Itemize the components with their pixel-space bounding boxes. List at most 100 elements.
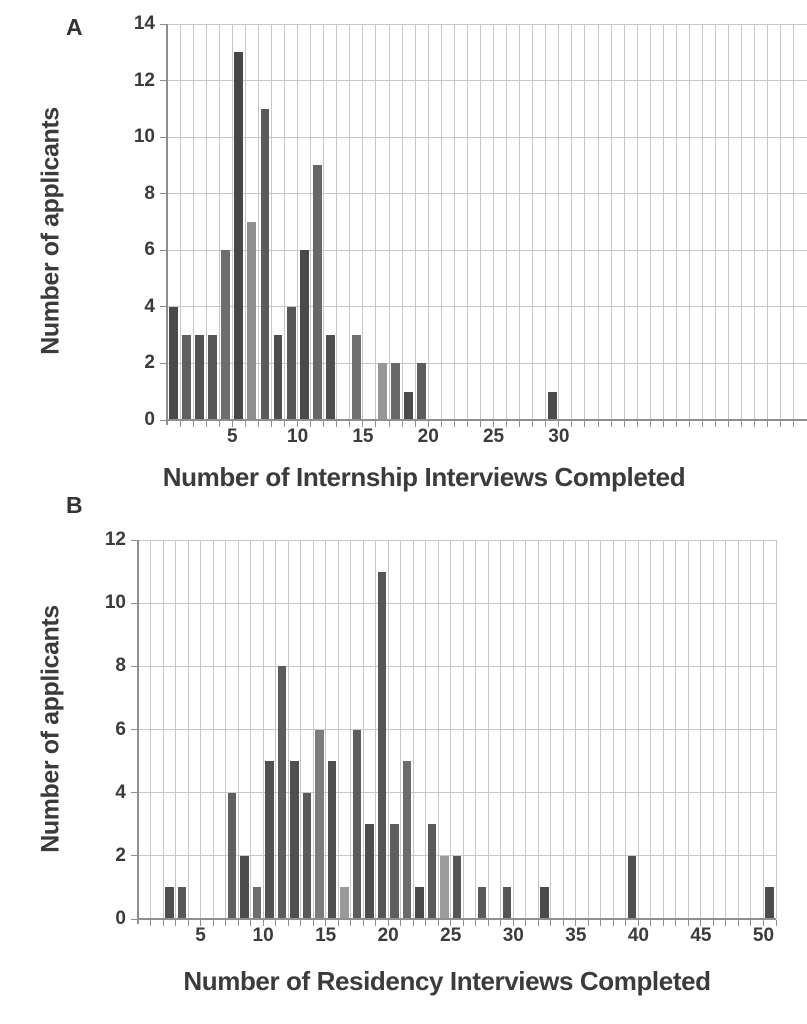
y-tick-mark [131, 792, 137, 794]
x-tick-mark [192, 421, 194, 427]
x-gridline [754, 24, 756, 420]
x-tick-mark [712, 920, 714, 926]
x-tick-mark [450, 920, 452, 926]
y-gridline [138, 665, 776, 667]
bar-x15 [351, 335, 361, 420]
bar-x40 [627, 855, 637, 919]
y-tick-label: 8 [115, 655, 126, 677]
x-tick-mark [150, 920, 151, 926]
x-tick-mark [187, 920, 189, 926]
x-tick-mark [525, 920, 527, 926]
x-gridline [414, 24, 416, 420]
x-gridline [688, 24, 690, 420]
y-gridline [167, 362, 807, 364]
x-gridline [775, 540, 777, 919]
bar-x7 [247, 222, 257, 420]
x-tick-mark [571, 421, 573, 427]
x-tick-mark [231, 421, 233, 427]
bar-x33 [540, 887, 549, 919]
x-tick-label: 20 [377, 925, 399, 946]
x-tick-mark [479, 421, 481, 427]
x-gridline [506, 24, 508, 420]
bar-x3 [195, 335, 205, 420]
x-tick-mark [257, 421, 259, 427]
x-tick-mark [623, 421, 625, 427]
x-gridline [205, 24, 207, 420]
x-gridline [623, 24, 625, 420]
x-gridline [362, 24, 364, 420]
y-tick-label: 0 [115, 908, 126, 929]
y-tick-label: 2 [144, 352, 155, 374]
x-tick-mark [205, 421, 207, 427]
y-tick-label: 12 [104, 529, 126, 550]
bar-x18 [352, 729, 362, 919]
x-tick-mark [325, 920, 327, 926]
x-tick-mark [388, 421, 390, 427]
x-tick-mark [225, 920, 227, 926]
y-tick-label: 4 [144, 295, 155, 317]
x-tick-mark [462, 920, 464, 926]
bar-x12 [277, 666, 287, 919]
x-tick-mark [558, 421, 560, 427]
x-gridline [179, 24, 181, 420]
x-gridline [310, 24, 312, 420]
x-gridline [231, 24, 233, 420]
x-gridline [401, 24, 403, 420]
x-tick-mark [300, 920, 302, 926]
x-tick-mark [362, 920, 364, 926]
bar-x28 [477, 887, 487, 919]
x-gridline [466, 24, 468, 420]
bar-x8 [260, 108, 270, 420]
bar-x5 [221, 250, 231, 420]
x-tick-mark [650, 920, 652, 926]
x-gridline [427, 24, 429, 420]
x-tick-mark [275, 920, 277, 926]
x-gridline [545, 24, 547, 420]
y-tick-label: 10 [133, 126, 155, 148]
x-tick-mark [179, 421, 181, 427]
x-tick-mark [414, 421, 416, 427]
y-tick-mark [131, 602, 137, 604]
x-tick-mark [750, 920, 752, 926]
y-gridline [167, 306, 807, 308]
x-tick-mark [175, 920, 177, 926]
x-tick-label: 45 [690, 925, 712, 946]
bar-x11 [265, 761, 274, 919]
bar-x8 [227, 792, 237, 919]
plot-area-internship: 0 2 4 6 8 10 12 14 5 10 15 20 25 30 [134, 13, 807, 447]
x-tick-label: 20 [417, 426, 439, 447]
x-tick-label: 25 [440, 925, 462, 946]
x-axis-title-residency: Number of Residency Interviews Completed [183, 966, 711, 996]
x-tick-mark [218, 421, 220, 427]
x-tick-mark [562, 920, 564, 926]
bar-x9 [273, 335, 283, 420]
bar-x16 [327, 761, 337, 919]
x-tick-mark [519, 421, 521, 427]
x-gridline [257, 24, 259, 420]
bar-x21 [390, 824, 399, 919]
x-tick-mark [545, 421, 547, 427]
x-gridline [297, 24, 299, 420]
bar-x18 [391, 363, 400, 420]
y-tick-label: 12 [133, 69, 155, 91]
bar-x3 [165, 887, 174, 919]
x-gridline [532, 24, 534, 420]
bar-x19 [365, 824, 374, 919]
bar-x12 [312, 165, 322, 420]
x-tick-mark [780, 421, 782, 427]
x-tick-label: 30 [548, 426, 570, 447]
x-tick-mark [493, 421, 495, 427]
y-gridline [167, 136, 807, 138]
y-tick-mark [131, 539, 137, 541]
x-gridline [597, 24, 599, 420]
bar-x6 [234, 52, 244, 420]
y-tick-label: 14 [133, 13, 155, 34]
bar-x13 [290, 761, 299, 919]
x-tick-mark [610, 421, 612, 427]
x-gridline [571, 24, 573, 420]
bar-x14 [302, 792, 312, 919]
x-gridline [284, 24, 286, 420]
x-tick-label: 40 [627, 925, 649, 946]
x-tick-mark [775, 920, 777, 926]
x-gridline [453, 24, 455, 420]
